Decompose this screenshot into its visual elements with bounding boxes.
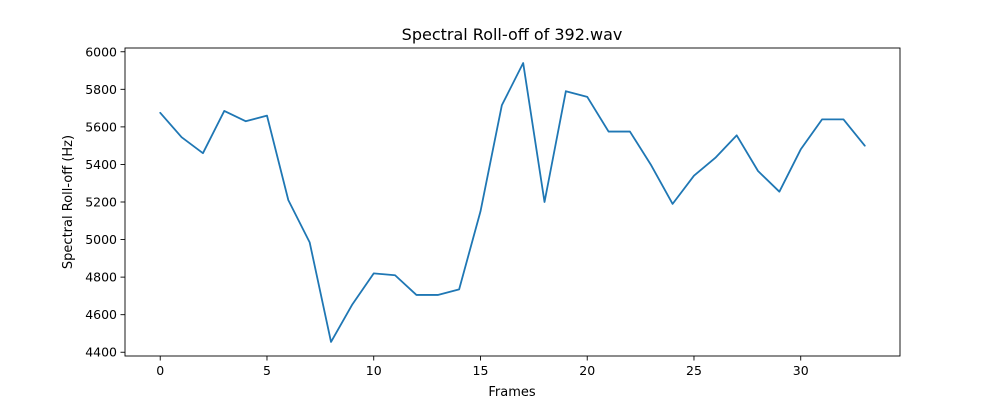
y-tick-label: 4600 [85, 307, 117, 322]
y-axis: 4400 4600 4800 5000 5200 5400 5600 5800 6000 [85, 44, 125, 360]
y-tick-label: 6000 [85, 44, 117, 59]
series-line [159, 62, 866, 343]
chart-title: Spectral Roll-off of 392.wav [402, 25, 623, 44]
x-tick-label: 15 [473, 363, 489, 378]
y-tick-label: 5400 [85, 157, 117, 172]
plot-series [159, 62, 866, 343]
y-tick-label: 4800 [85, 270, 117, 285]
x-tick-label: 20 [579, 363, 595, 378]
x-tick-label: 25 [686, 363, 702, 378]
x-axis-label: Frames [488, 385, 536, 400]
y-tick-label: 5800 [85, 82, 117, 97]
y-tick-label: 5600 [85, 119, 117, 134]
y-tick-label: 5000 [85, 232, 117, 247]
y-tick-label: 4400 [85, 345, 117, 360]
x-tick-label: 10 [366, 363, 382, 378]
y-tick-label: 5200 [85, 195, 117, 210]
x-tick-label: 5 [263, 363, 271, 378]
plot-frame [124, 47, 901, 357]
x-tick-label: 30 [793, 363, 809, 378]
x-axis: 0 5 10 15 20 25 30 [156, 356, 809, 378]
y-axis-label: Spectral Roll-off (Hz) [61, 135, 76, 269]
x-tick-label: 0 [156, 363, 164, 378]
